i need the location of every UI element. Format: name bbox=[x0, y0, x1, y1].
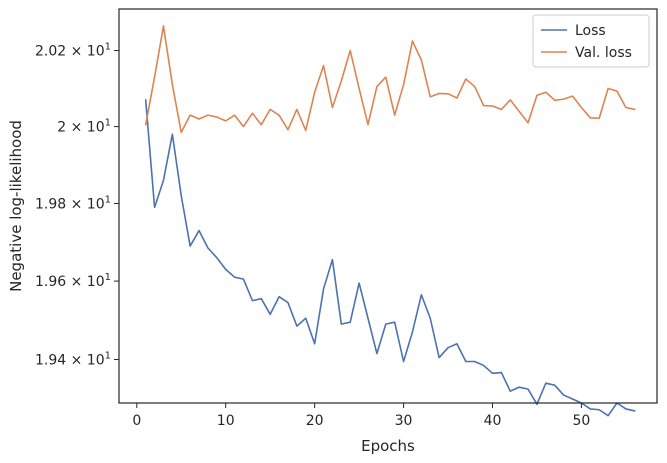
y-tick-label: 1.94 × 101 bbox=[35, 351, 111, 369]
y-tick-label: 2.02 × 101 bbox=[35, 42, 111, 60]
legend: Loss Val. loss bbox=[532, 14, 650, 68]
legend-label-1: Val. loss bbox=[575, 45, 632, 61]
series-lines bbox=[144, 25, 636, 417]
legend-box bbox=[532, 14, 650, 68]
y-axis-ticks: 1.94 × 101 1.96 × 101 1.98 × 101 2 × 101 2.0… bbox=[35, 42, 119, 369]
x-tick-label: 0 bbox=[132, 413, 141, 429]
x-axis-ticks: 0 10 20 30 40 50 bbox=[132, 403, 590, 429]
plot-frame bbox=[118, 8, 658, 404]
x-tick-label: 20 bbox=[306, 413, 324, 429]
x-axis-label: Epochs bbox=[361, 437, 415, 455]
series-line-1 bbox=[144, 25, 636, 134]
x-tick-label: 10 bbox=[217, 413, 235, 429]
x-tick-label: 50 bbox=[572, 413, 590, 429]
y-tick-label: 1.98 × 101 bbox=[35, 194, 111, 212]
x-tick-label: 40 bbox=[484, 413, 502, 429]
y-tick-label: 1.96 × 101 bbox=[35, 272, 111, 290]
series-line-0 bbox=[144, 99, 636, 417]
y-tick-label: 2 × 101 bbox=[57, 118, 111, 136]
legend-label-0: Loss bbox=[575, 23, 606, 39]
x-tick-label: 30 bbox=[395, 413, 413, 429]
y-axis-label: Negative log-likelihood bbox=[7, 120, 25, 292]
